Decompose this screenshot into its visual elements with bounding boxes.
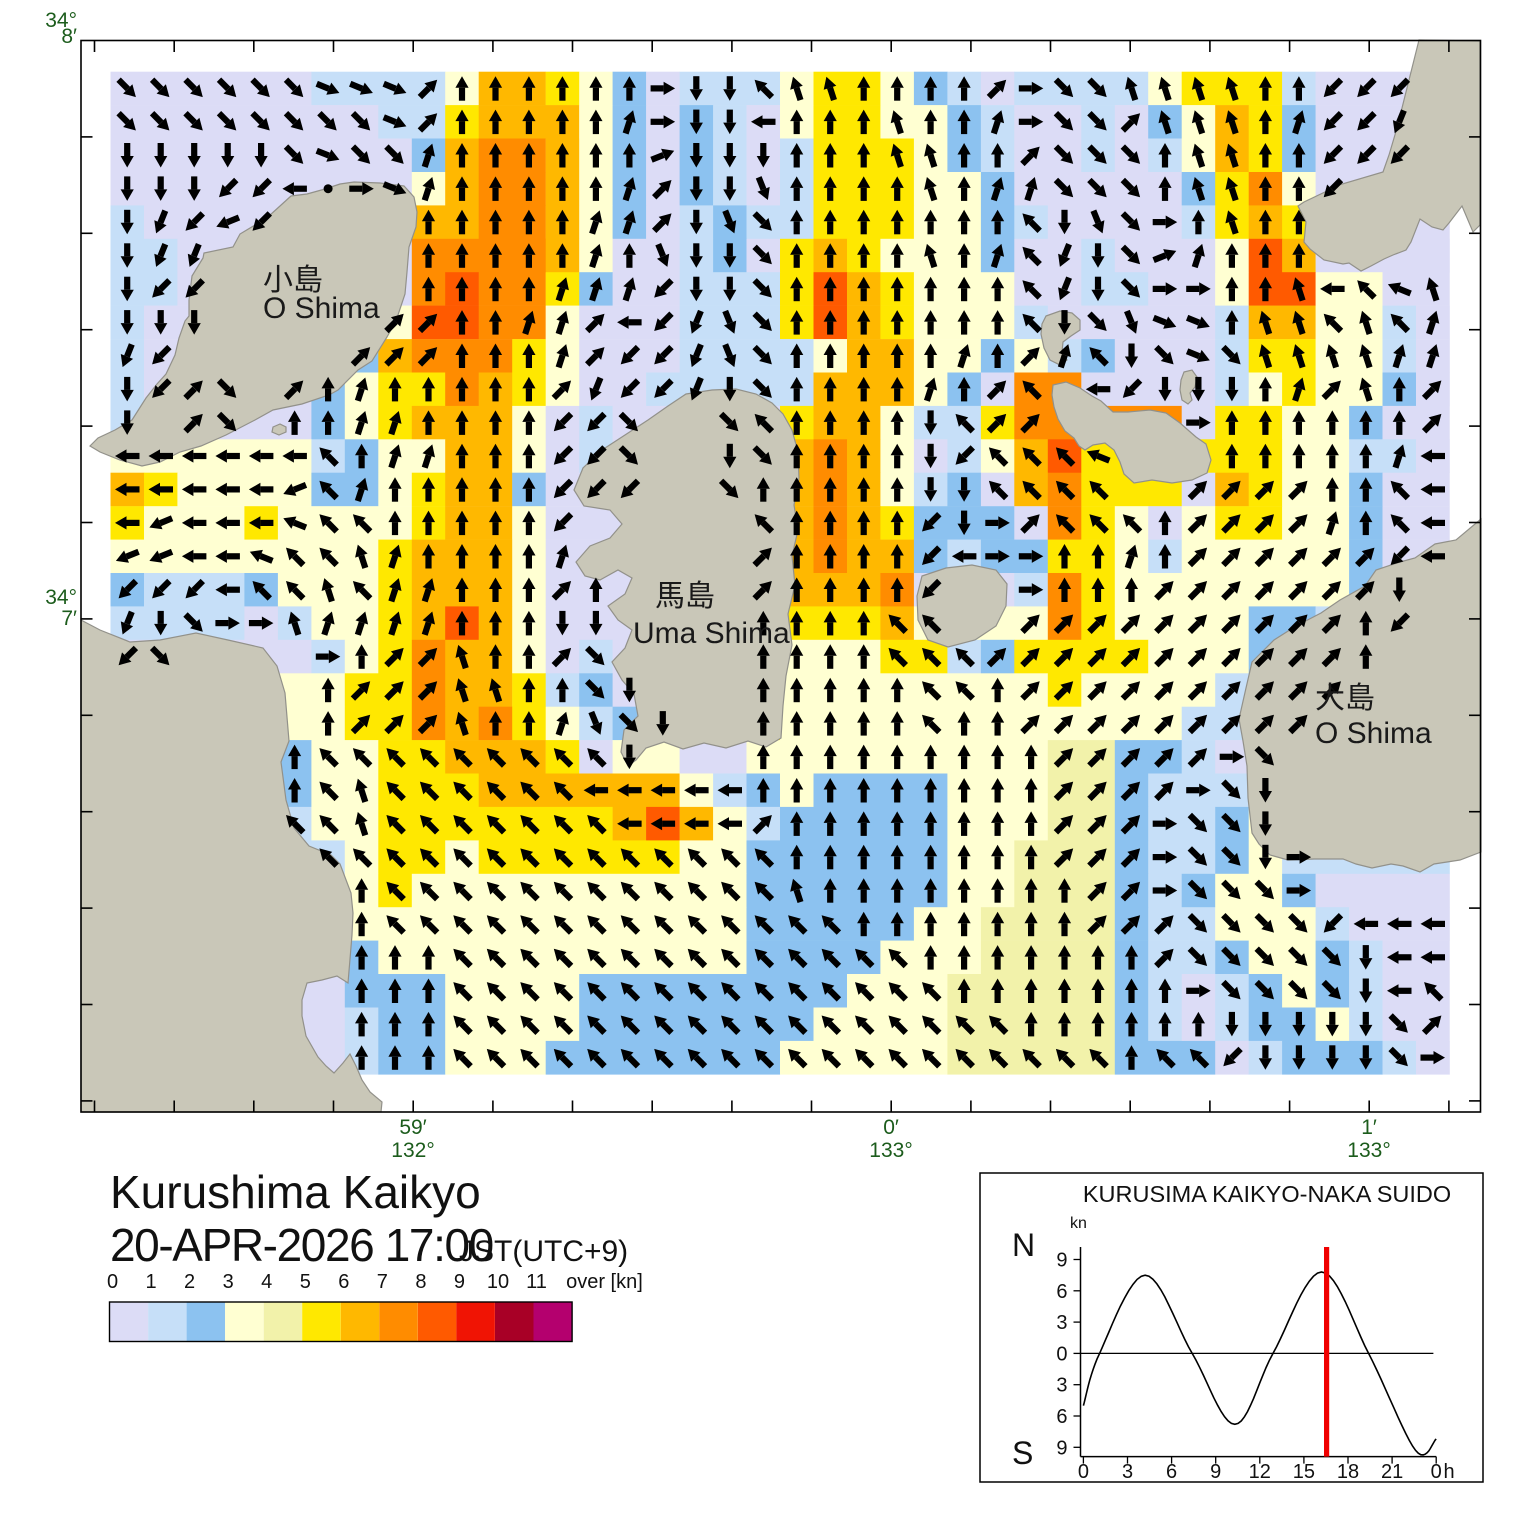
svg-text:8: 8 bbox=[415, 1271, 426, 1293]
svg-text:11: 11 bbox=[526, 1271, 547, 1293]
svg-text:3: 3 bbox=[1122, 1461, 1133, 1483]
svg-text:KURUSIMA KAIKYO-NAKA SUIDO: KURUSIMA KAIKYO-NAKA SUIDO bbox=[1083, 1181, 1451, 1207]
svg-text:S: S bbox=[1012, 1435, 1033, 1471]
svg-text:kn: kn bbox=[1070, 1215, 1087, 1232]
svg-text:133°: 133° bbox=[869, 1139, 912, 1162]
svg-text:3: 3 bbox=[1056, 1375, 1067, 1397]
svg-text:大島: 大島 bbox=[1315, 682, 1375, 715]
svg-text:12: 12 bbox=[1249, 1461, 1271, 1483]
svg-text:h: h bbox=[1443, 1461, 1454, 1483]
svg-text:34°: 34° bbox=[45, 586, 77, 609]
svg-text:6: 6 bbox=[1166, 1461, 1177, 1483]
svg-text:4: 4 bbox=[261, 1271, 272, 1293]
svg-text:小島: 小島 bbox=[263, 264, 323, 297]
svg-text:6: 6 bbox=[338, 1271, 349, 1293]
svg-text:133°: 133° bbox=[1347, 1139, 1390, 1162]
svg-text:9: 9 bbox=[1056, 1250, 1067, 1272]
svg-text:3: 3 bbox=[223, 1271, 234, 1293]
svg-text:6: 6 bbox=[1056, 1281, 1067, 1303]
svg-text:21: 21 bbox=[1381, 1461, 1403, 1483]
svg-text:1: 1 bbox=[145, 1271, 156, 1293]
svg-text:20-APR-2026 17:00: 20-APR-2026 17:00 bbox=[110, 1219, 493, 1271]
svg-text:Kurushima Kaikyo: Kurushima Kaikyo bbox=[110, 1166, 481, 1218]
svg-text:馬島: 馬島 bbox=[655, 580, 715, 613]
svg-text:0′: 0′ bbox=[883, 1116, 899, 1139]
svg-text:34°: 34° bbox=[45, 9, 77, 32]
svg-text:JST(UTC+9): JST(UTC+9) bbox=[459, 1235, 628, 1268]
svg-text:0: 0 bbox=[1078, 1461, 1089, 1483]
svg-text:0: 0 bbox=[1056, 1343, 1067, 1365]
svg-text:8′: 8′ bbox=[61, 25, 77, 48]
svg-text:18: 18 bbox=[1337, 1461, 1359, 1483]
svg-text:2: 2 bbox=[184, 1271, 195, 1293]
svg-text:7: 7 bbox=[377, 1271, 388, 1293]
svg-text:Uma Shima: Uma Shima bbox=[633, 617, 790, 650]
svg-text:9: 9 bbox=[1056, 1437, 1067, 1459]
svg-text:10: 10 bbox=[487, 1271, 509, 1293]
svg-text:132°: 132° bbox=[391, 1139, 434, 1162]
svg-text:15: 15 bbox=[1293, 1461, 1315, 1483]
svg-text:1′: 1′ bbox=[1361, 1116, 1377, 1139]
svg-text:7′: 7′ bbox=[61, 607, 77, 630]
svg-text:9: 9 bbox=[1210, 1461, 1221, 1483]
svg-text:N: N bbox=[1012, 1227, 1035, 1263]
svg-text:0: 0 bbox=[1431, 1461, 1442, 1483]
svg-text:O Shima: O Shima bbox=[1315, 717, 1432, 750]
svg-text:O Shima: O Shima bbox=[263, 292, 380, 325]
svg-text:3: 3 bbox=[1056, 1312, 1067, 1334]
svg-text:over [kn]: over [kn] bbox=[566, 1271, 643, 1293]
svg-text:0: 0 bbox=[107, 1271, 118, 1293]
svg-text:9: 9 bbox=[454, 1271, 465, 1293]
svg-text:5: 5 bbox=[300, 1271, 311, 1293]
svg-text:59′: 59′ bbox=[399, 1116, 426, 1139]
svg-text:6: 6 bbox=[1056, 1406, 1067, 1428]
